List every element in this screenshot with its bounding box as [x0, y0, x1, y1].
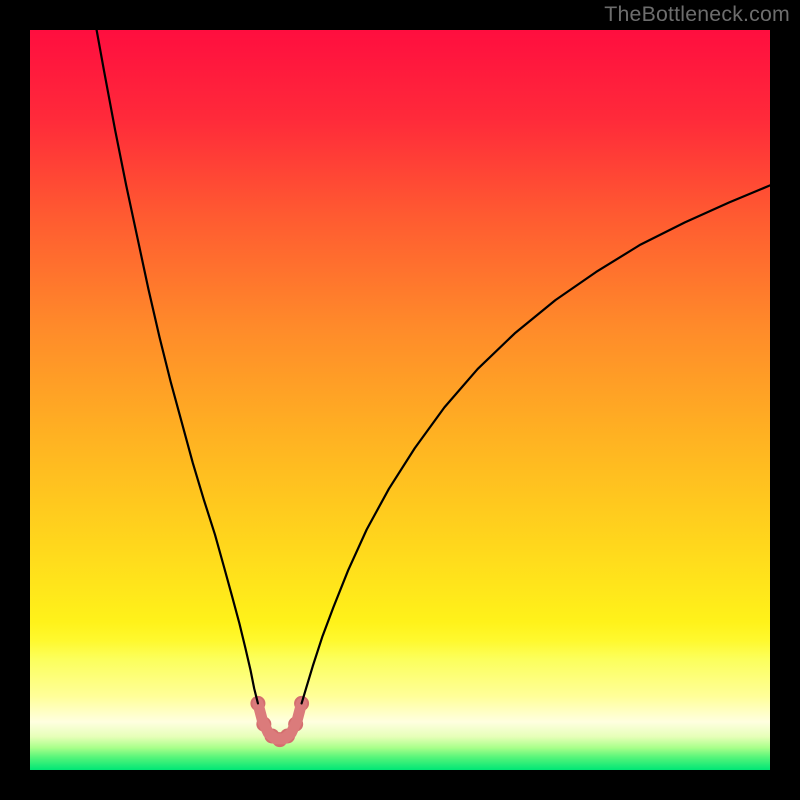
figure-root: TheBottleneck.com — [0, 0, 800, 800]
bottleneck-chart — [0, 0, 800, 800]
watermark-text: TheBottleneck.com — [604, 2, 790, 27]
plot-area — [30, 30, 770, 770]
